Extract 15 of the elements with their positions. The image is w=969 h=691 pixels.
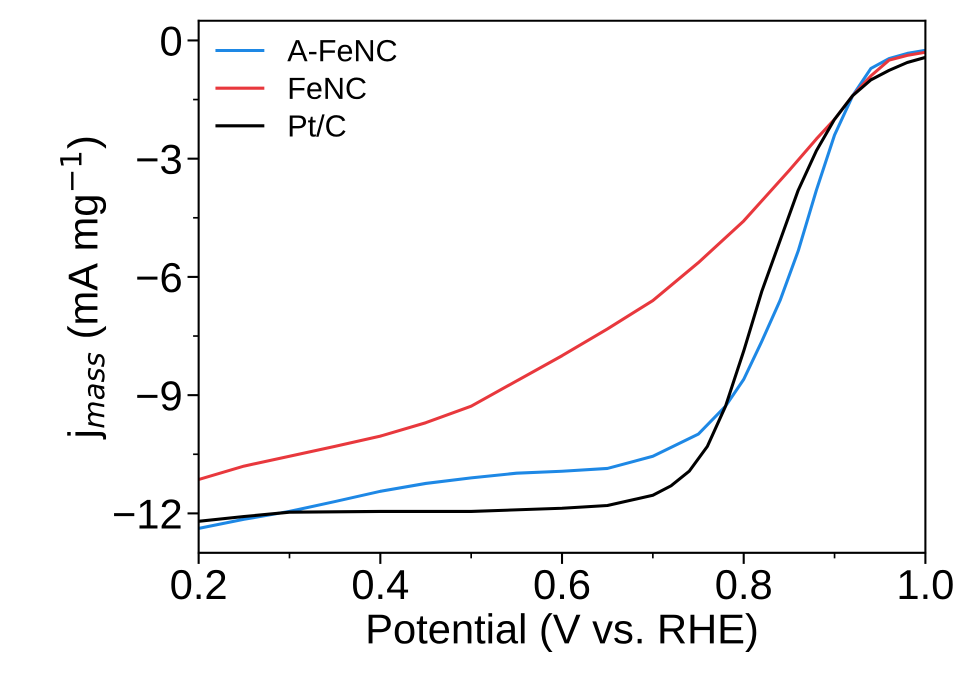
x-tick-label: 0.8	[716, 570, 771, 600]
y-tick-label: −12	[114, 499, 181, 528]
legend-label: A-FeNC	[287, 40, 396, 62]
x-tick-label: 0.4	[353, 570, 408, 600]
x-axis-title: Potential (V vs. RHE)	[368, 613, 756, 652]
y-axis-title: j$_{mass}$ (mA mg$^{−1}$)	[60, 138, 106, 440]
y-tick-label: 0	[161, 26, 182, 56]
x-tick-label: 0.6	[534, 570, 590, 600]
y-tick-label: −6	[137, 262, 181, 292]
legend-label: FeNC	[290, 78, 366, 100]
legend-label: Pt/C	[290, 114, 346, 137]
y-tick-label: −3	[137, 144, 181, 174]
y-tick-label: −9	[137, 381, 181, 411]
x-tick-label: 0.2	[171, 570, 226, 600]
x-tick-label: 1.0	[900, 570, 953, 600]
